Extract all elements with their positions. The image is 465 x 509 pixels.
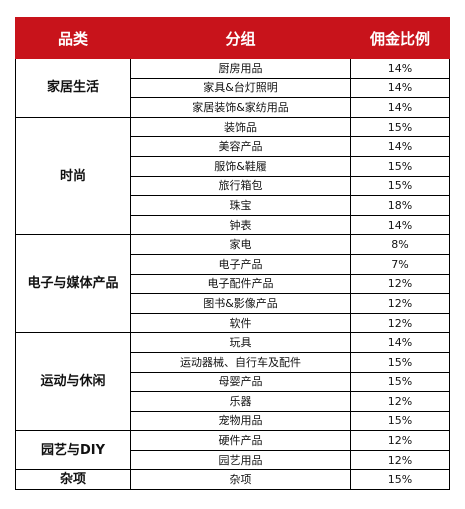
rate-cell: 12% [350, 312, 450, 334]
table-row: 运动与休闲 玩具 14% [15, 332, 450, 432]
table-row: 电子产品 7% [16, 253, 450, 275]
header-row: 品类 分组 佣金比例 [15, 17, 450, 59]
group-cell: 厨房用品 [130, 58, 351, 79]
rate-cell: 12% [350, 293, 450, 314]
rate-cell: 12% [350, 391, 450, 412]
group-cell: 图书&影像产品 [130, 293, 351, 314]
group-cell: 钟表 [130, 214, 351, 236]
category-cell: 家居生活 [15, 58, 131, 118]
rate-cell: 12% [350, 273, 450, 295]
group-cell: 乐器 [130, 391, 351, 412]
group-cell: 硬件产品 [130, 430, 351, 451]
rate-cell: 14% [350, 77, 450, 99]
group-cell: 运动器械、自行车及配件 [130, 351, 351, 373]
rate-cell: 12% [350, 430, 450, 451]
group-cell: 家居装饰&家纺用品 [130, 97, 351, 118]
group-cell: 宠物用品 [130, 410, 351, 432]
table-row: 运动器械、自行车及配件 15% [16, 351, 450, 373]
group-cell: 园艺用品 [130, 449, 351, 471]
rate-cell: 14% [350, 136, 450, 157]
table-row: 母婴产品 15% [16, 371, 450, 393]
table-body: 家居生活 厨房用品 14% 家具&台灯照明 14% 家居装饰&家纺用品 14% … [15, 58, 450, 491]
table-row: 电子与媒体产品 家电 8% [15, 234, 450, 334]
category-cell: 园艺与DIY [15, 430, 131, 471]
group-cell: 电子配件产品 [130, 273, 351, 295]
header-category: 品类 [15, 17, 131, 59]
table-row: 园艺与DIY 硬件产品 12% [15, 430, 450, 471]
group-cell: 家电 [130, 234, 351, 255]
group-cell: 母婴产品 [130, 371, 351, 393]
group-cell: 珠宝 [130, 195, 351, 216]
rate-cell: 14% [350, 97, 450, 118]
header-rate: 佣金比例 [350, 17, 450, 59]
rate-cell: 15% [350, 469, 450, 491]
rate-cell: 18% [350, 195, 450, 216]
commission-table: 品类 分组 佣金比例 家居生活 厨房用品 14% 家具&台灯照明 14% 家居装… [15, 17, 450, 491]
group-cell: 玩具 [130, 332, 351, 353]
rate-cell: 15% [350, 351, 450, 373]
group-cell: 装饰品 [130, 116, 351, 138]
rate-cell: 14% [350, 58, 450, 79]
group-cell: 服饰&鞋履 [130, 155, 351, 177]
rate-cell: 15% [350, 155, 450, 177]
group-cell: 杂项 [130, 469, 351, 491]
rate-cell: 12% [350, 449, 450, 471]
category-cell: 运动与休闲 [15, 332, 131, 432]
table-row: 软件 12% [16, 312, 450, 334]
table-row: 家居生活 厨房用品 14% [15, 58, 450, 118]
group-cell: 电子产品 [130, 253, 351, 275]
table-row: 电子配件产品 12% [16, 273, 450, 295]
header-group: 分组 [130, 17, 351, 59]
rate-cell: 14% [350, 214, 450, 236]
rate-cell: 15% [350, 116, 450, 138]
table-row: 时尚 装饰品 15% [15, 116, 450, 236]
rate-cell: 15% [350, 371, 450, 393]
category-cell: 电子与媒体产品 [15, 234, 131, 334]
group-cell: 旅行箱包 [130, 175, 351, 197]
group-cell: 家具&台灯照明 [130, 77, 351, 99]
rate-cell: 8% [350, 234, 450, 255]
rate-cell: 14% [350, 332, 450, 353]
table-row: 美容产品 14% [16, 136, 450, 157]
category-cell: 时尚 [15, 116, 131, 236]
category-cell: 杂项 [15, 469, 131, 491]
table-row: 旅行箱包 15% [16, 175, 450, 197]
table-row: 图书&影像产品 12% [16, 293, 450, 314]
group-cell: 美容产品 [130, 136, 351, 157]
rate-cell: 7% [350, 253, 450, 275]
group-cell: 软件 [130, 312, 351, 334]
table-row: 杂项 杂项 15% [15, 469, 450, 491]
rate-cell: 15% [350, 175, 450, 197]
rate-cell: 15% [350, 410, 450, 432]
